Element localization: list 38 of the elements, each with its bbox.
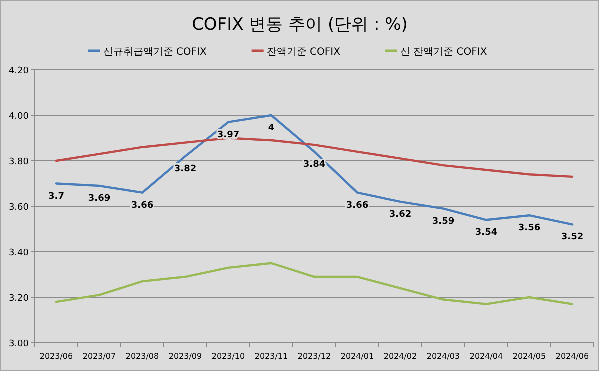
x-tick-label: 2023/12: [298, 352, 332, 361]
y-tick-label: 4.20: [8, 66, 30, 76]
x-tick-label: 2023/09: [168, 352, 202, 361]
x-tick-label: 2024/02: [384, 352, 418, 361]
legend-label: 잔액기준 COFIX: [266, 47, 341, 58]
x-tick-label: 2023/06: [40, 352, 74, 361]
data-label: 3.66: [131, 200, 154, 211]
x-tick-label: 2024/03: [426, 352, 460, 361]
y-tick-label: 3.80: [8, 158, 30, 168]
x-tick-label: 2023/11: [254, 352, 288, 361]
line-series: [55, 262, 574, 306]
y-tick-label: 4.00: [8, 112, 30, 122]
x-tick-label: 2023/10: [212, 352, 246, 361]
x-tick-label: 2023/08: [126, 352, 160, 361]
legend-label: 신 잔액기준 COFIX: [400, 47, 488, 58]
y-tick-label: 3.40: [8, 248, 30, 258]
data-label: 3.66: [346, 200, 369, 211]
x-tick-label: 2024/01: [340, 352, 374, 361]
data-label: 3.52: [561, 232, 584, 243]
y-tick-label: 3.20: [8, 294, 30, 304]
data-label: 3.54: [475, 228, 498, 238]
data-label: 3.56: [518, 224, 541, 234]
x-tick-label: 2023/07: [82, 352, 116, 361]
chart-title: COFIX 변동 추이 (단위 : %): [192, 15, 408, 35]
x-tick-label: 2024/04: [470, 352, 504, 361]
data-label: 4: [268, 124, 275, 134]
data-label: 3.59: [432, 216, 455, 227]
line-series: [55, 137, 574, 178]
y-tick-label: 3.00: [8, 340, 30, 350]
legend-label: 신규취급액기준 COFIX: [103, 47, 207, 58]
y-tick-label: 3.60: [8, 203, 30, 213]
data-label: 3.84: [303, 160, 326, 170]
x-tick-label: 2024/06: [556, 352, 590, 361]
data-label: 3.7: [48, 192, 64, 202]
data-label: 3.69: [88, 194, 111, 204]
data-label: 3.82: [174, 164, 197, 174]
x-tick-label: 2024/05: [512, 352, 546, 361]
data-label: 3.62: [389, 210, 412, 220]
